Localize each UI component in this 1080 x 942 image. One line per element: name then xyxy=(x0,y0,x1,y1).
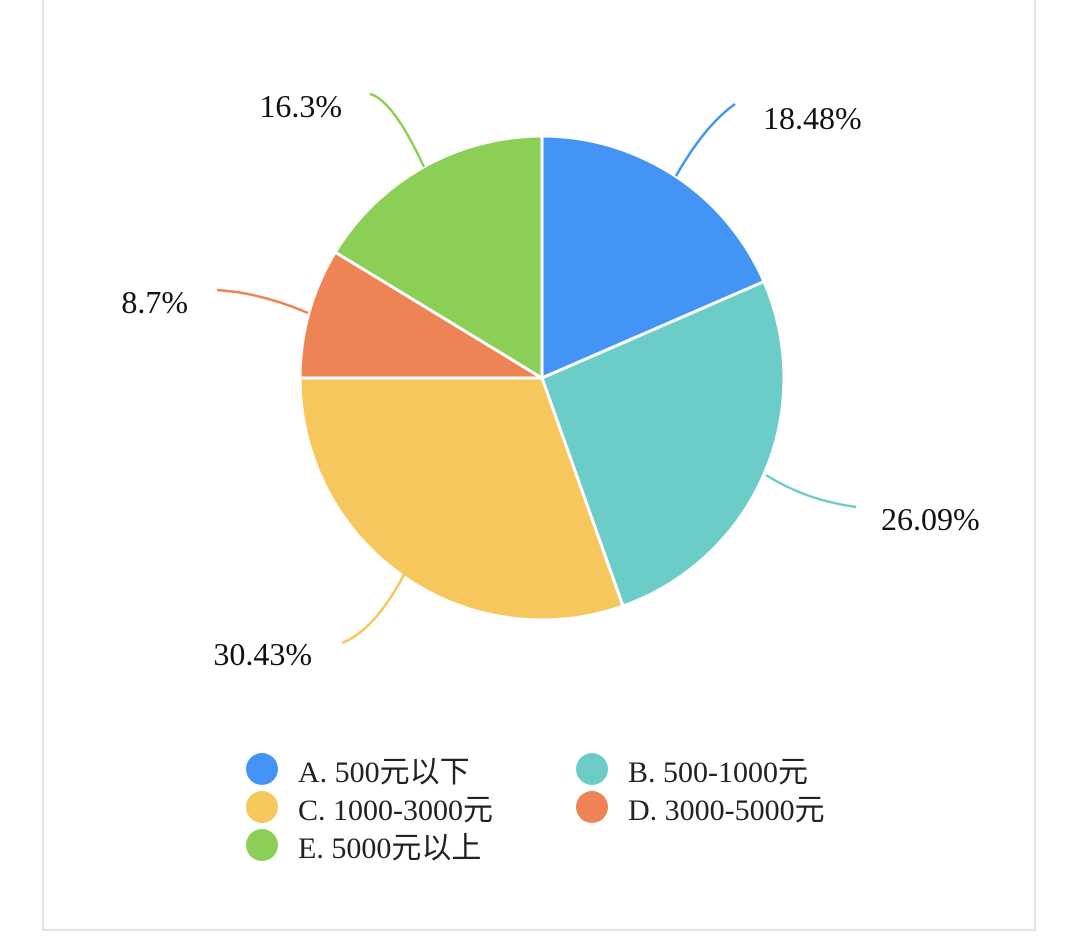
legend-item-a[interactable]: A. 500元以下 xyxy=(246,750,576,789)
slice-label-b: 26.09% xyxy=(881,501,980,537)
chart-legend: A. 500元以下 B. 500-1000元 C. 1000-3000元 D. … xyxy=(246,750,886,865)
pie-slice-a[interactable] xyxy=(540,134,766,380)
legend-label-e: E. 5000元以上 xyxy=(298,832,482,865)
legend-item-d[interactable]: D. 3000-5000元 xyxy=(576,788,876,827)
leader-line-c xyxy=(341,572,407,645)
slice-label-e: 16.3% xyxy=(259,88,342,124)
legend-label-c: C. 1000-3000元 xyxy=(298,794,493,827)
leader-lines xyxy=(216,92,857,645)
legend-swatch-c xyxy=(246,791,278,823)
leader-line-a xyxy=(674,102,736,177)
slice-label-d: 8.7% xyxy=(121,284,188,320)
pie-slice-b[interactable] xyxy=(540,280,786,608)
pie-slices xyxy=(298,134,786,622)
legend-label-d: D. 3000-5000元 xyxy=(628,794,825,827)
legend-item-b[interactable]: B. 500-1000元 xyxy=(576,750,876,789)
legend-swatch-e xyxy=(246,829,278,861)
slice-labels: 18.48% 26.09% 30.43% 8.7% 16.3% xyxy=(121,88,979,672)
legend-swatch-d xyxy=(576,791,608,823)
slice-label-c: 30.43% xyxy=(213,636,312,672)
legend-swatch-a xyxy=(246,753,278,785)
leader-line-d xyxy=(216,288,309,315)
pie-slice-d[interactable] xyxy=(298,250,544,380)
legend-label-a: A. 500元以下 xyxy=(298,756,470,789)
leader-line-e xyxy=(369,92,426,168)
legend-item-c[interactable]: C. 1000-3000元 xyxy=(246,788,576,827)
legend-swatch-b xyxy=(576,753,608,785)
leader-line-b xyxy=(765,473,857,509)
legend-item-e[interactable]: E. 5000元以上 xyxy=(246,826,576,865)
slice-label-a: 18.48% xyxy=(763,100,862,136)
legend-label-b: B. 500-1000元 xyxy=(628,756,808,789)
